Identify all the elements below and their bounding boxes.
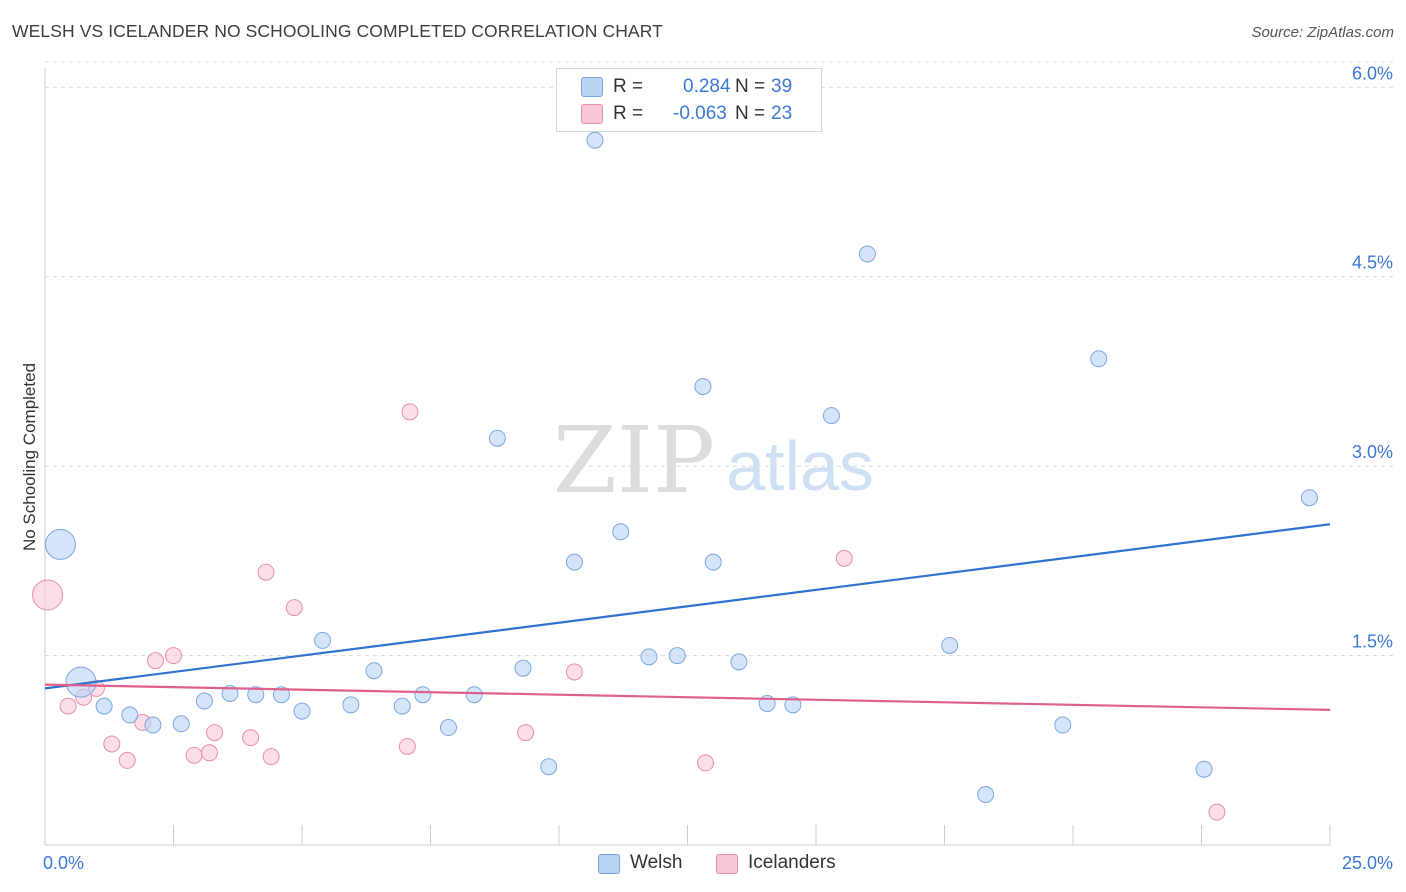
welsh-point — [439, 719, 457, 737]
icelanders-point — [206, 724, 224, 742]
welsh-point — [858, 245, 876, 263]
welsh-point — [314, 631, 332, 649]
icelanders-point — [285, 599, 303, 617]
welsh-point — [941, 636, 959, 654]
welsh-legend-label: Welsh — [630, 852, 683, 873]
icelanders-n-label: N = — [735, 103, 766, 124]
welsh-legend-swatch — [598, 854, 620, 874]
welsh-r-label: R = — [613, 76, 644, 97]
welsh-point — [172, 715, 190, 733]
icelanders-point — [103, 735, 121, 753]
welsh-point — [465, 686, 483, 704]
welsh-point — [822, 407, 840, 425]
welsh-point — [488, 429, 506, 447]
welsh-point — [586, 131, 604, 149]
welsh-point — [704, 553, 722, 571]
icelanders-points — [32, 403, 1226, 821]
welsh-point — [694, 378, 712, 396]
welsh-point — [612, 523, 630, 541]
welsh-swatch — [581, 77, 603, 97]
icelanders-trend-line — [44, 683, 1331, 711]
welsh-point — [1300, 489, 1318, 507]
watermark-zip: ZIP — [553, 407, 715, 514]
welsh-point — [247, 686, 265, 704]
welsh-n-value: 39 — [771, 76, 793, 97]
welsh-point — [540, 758, 558, 776]
welsh-point — [121, 706, 139, 724]
welsh-point — [44, 528, 76, 560]
welsh-point — [342, 696, 360, 714]
icelanders-point — [59, 697, 77, 715]
welsh-points — [44, 131, 1318, 803]
watermark-atlas: atlas — [726, 427, 874, 505]
welsh-point — [640, 648, 658, 666]
icelanders-point — [200, 744, 218, 762]
welsh-point — [272, 686, 290, 704]
welsh-point — [95, 697, 113, 715]
icelanders-point — [185, 746, 203, 764]
welsh-point — [1090, 350, 1108, 368]
icelanders-point — [1208, 803, 1226, 821]
icelanders-point — [118, 751, 136, 769]
welsh-point — [144, 716, 162, 734]
welsh-point — [565, 553, 583, 571]
y-tick-label: 3.0% — [1352, 442, 1393, 462]
icelanders-point — [165, 647, 182, 665]
welsh-point — [730, 653, 748, 671]
source-label: Source: ZipAtlas.com — [1251, 24, 1394, 41]
icelanders-r-label: R = — [613, 103, 644, 124]
watermark: ZIP atlas — [553, 407, 874, 514]
icelanders-point — [835, 549, 853, 567]
x-tick-label-min: 0.0% — [43, 853, 84, 873]
welsh-point — [784, 696, 802, 714]
welsh-r-value: 0.284 — [683, 76, 731, 97]
correlation-legend: R = 0.284 N = 39 R = -0.063 N = 23 — [556, 68, 822, 132]
welsh-point — [414, 686, 432, 704]
icelanders-point — [565, 663, 583, 681]
welsh-point — [1195, 760, 1213, 778]
icelanders-point — [32, 579, 64, 611]
x-tick-label-max: 25.0% — [1342, 853, 1393, 873]
trend-lines — [44, 523, 1331, 711]
welsh-point — [977, 785, 995, 803]
welsh-point — [1054, 716, 1072, 734]
welsh-point — [293, 702, 311, 720]
icelanders-legend-label: Icelanders — [748, 852, 836, 873]
y-tick-label: 1.5% — [1352, 632, 1393, 652]
axes — [44, 68, 1331, 846]
welsh-point — [514, 659, 532, 677]
y-tick-label: 6.0% — [1352, 63, 1393, 83]
welsh-point — [221, 684, 239, 702]
icelanders-point — [242, 729, 260, 747]
icelanders-point — [696, 754, 714, 772]
chart-title: WELSH VS ICELANDER NO SCHOOLING COMPLETE… — [12, 21, 663, 41]
welsh-point — [195, 692, 213, 710]
welsh-point — [668, 647, 686, 665]
icelanders-point — [517, 724, 535, 742]
icelanders-legend-swatch — [716, 854, 738, 874]
icelanders-point — [262, 748, 280, 766]
y-tick-label: 4.5% — [1352, 253, 1393, 273]
welsh-point — [365, 662, 383, 680]
welsh-point — [393, 697, 411, 715]
welsh-n-label: N = — [735, 76, 766, 97]
icelanders-swatch — [581, 104, 603, 124]
y-axis-label: No Schooling Completed — [20, 362, 39, 552]
icelanders-n-value: 23 — [771, 103, 793, 124]
icelanders-r-value: -0.063 — [673, 103, 727, 124]
tick-labels: 1.5% 3.0% 4.5% 6.0% 0.0% 25.0% — [43, 63, 1393, 873]
welsh-trend-line — [44, 523, 1331, 690]
icelanders-point — [147, 652, 165, 670]
icelanders-point — [398, 737, 416, 755]
icelanders-point — [401, 403, 419, 421]
icelanders-point — [257, 563, 275, 581]
